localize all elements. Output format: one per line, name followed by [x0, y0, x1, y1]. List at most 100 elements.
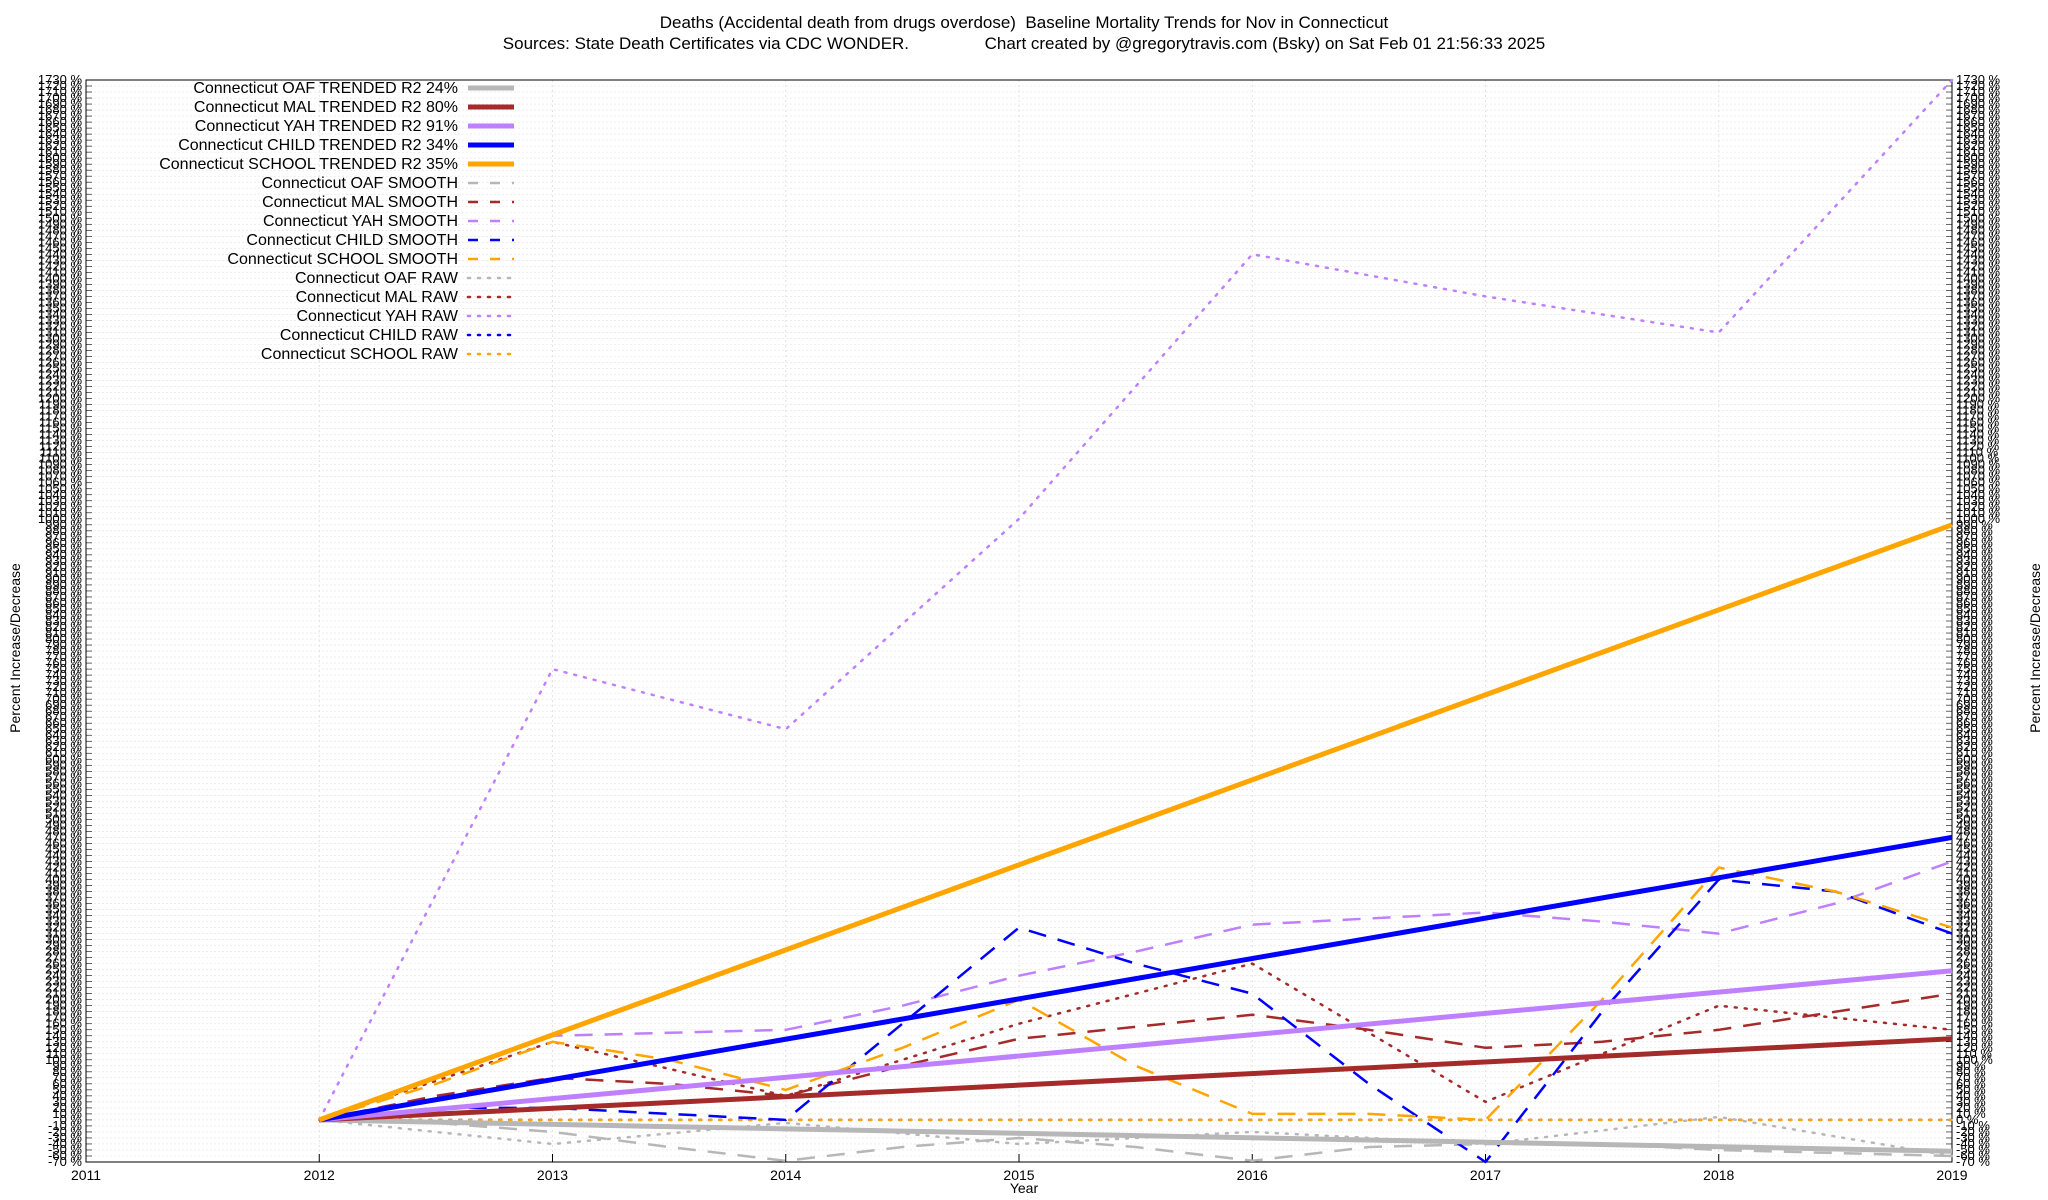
y-tick-label: 1230 %: [38, 373, 83, 388]
y-tick-label: 1380 %: [38, 282, 83, 297]
y-tick-label: 710 %: [1956, 685, 1993, 700]
y-tick-label: 200 %: [45, 992, 82, 1007]
series-line-school-trended: [318, 522, 1953, 1123]
y-tick-label: 320 %: [1956, 920, 1993, 935]
y-tick-label: 930 %: [45, 553, 82, 568]
y-tick-label: 1140 %: [1956, 427, 2000, 442]
y-tick-label: 50 %: [1956, 1082, 1986, 1097]
y-tick-label: -20 %: [1956, 1124, 1990, 1139]
y-tick-label: 740 %: [45, 667, 82, 682]
y-tick-label: 620 %: [1956, 739, 1993, 754]
x-tick-label: 2013: [537, 1167, 568, 1183]
y-tick-label: 1050 %: [38, 481, 83, 496]
y-tick-label: 1550 %: [1956, 180, 2001, 195]
y-tick-label: 750 %: [45, 661, 82, 676]
y-tick-label: 1150 %: [39, 421, 83, 436]
y-tick-label: 1720 %: [1956, 78, 2001, 93]
y-tick-label: 40 %: [52, 1088, 82, 1103]
legend-label: Connecticut SCHOOL RAW: [261, 346, 459, 363]
y-tick-label: 0 %: [1956, 1112, 1979, 1127]
y-tick-label: 350 %: [45, 902, 82, 917]
y-tick-label: 1290 %: [38, 336, 83, 351]
x-tick-label: 2016: [1237, 1167, 1268, 1183]
y-tick-label: 1200 %: [38, 391, 83, 406]
y-tick-label: 1500 %: [1956, 210, 2001, 225]
legend-label: Connecticut CHILD SMOOTH: [246, 232, 458, 249]
y-tick-label: 390 %: [1956, 877, 1993, 892]
y-tick-label: 1590 %: [1956, 156, 2001, 171]
y-tick-label: 1470 %: [38, 228, 83, 243]
y-tick-label: 190 %: [1956, 998, 1993, 1013]
y-tick-label: 1530 %: [1956, 192, 2001, 207]
y-tick-label: 200 %: [1956, 992, 1993, 1007]
y-tick-label: 940 %: [45, 547, 82, 562]
y-tick-label: 1400 %: [1956, 270, 2001, 285]
y-tick-label: 860 %: [1956, 595, 1993, 610]
y-tick-label: 960 %: [45, 535, 82, 550]
y-tick-label: 70 %: [52, 1070, 82, 1085]
y-tick-label: 620 %: [45, 739, 82, 754]
y-tick-label: 1090 %: [1956, 457, 2001, 472]
y-tick-label: 660 %: [1956, 715, 1993, 730]
y-tick-label: 1650 %: [1956, 120, 2001, 135]
y-tick-label: 1100 %: [1956, 451, 2000, 466]
y-tick-label: -40 %: [1956, 1136, 1990, 1151]
y-tick-label: 360 %: [1956, 896, 1993, 911]
series-line-mal-raw: [318, 962, 1954, 1122]
y-tick-label: 100 %: [45, 1052, 82, 1067]
x-tick-label: 2011: [71, 1167, 101, 1183]
y-tick-label: 460 %: [1956, 835, 1993, 850]
x-tick-label: 2012: [304, 1167, 335, 1183]
y-tick-label: 50 %: [52, 1082, 82, 1097]
y-tick-label: 690 %: [45, 697, 82, 712]
y-tick-label: 80 %: [52, 1064, 82, 1079]
y-tick-label: 120 %: [1956, 1040, 1993, 1055]
y-tick-label: 520 %: [45, 799, 82, 814]
y-tick-label: 860 %: [45, 595, 82, 610]
y-tick-label: -50 %: [1956, 1142, 1990, 1157]
y-tick-label: 0 %: [60, 1112, 83, 1127]
y-tick-label: 850 %: [45, 601, 82, 616]
y-tick-label: 1180 %: [39, 403, 83, 418]
y-tick-label: 80 %: [1956, 1064, 1986, 1079]
y-tick-label: 300 %: [45, 932, 82, 947]
y-tick-label: 810 %: [1956, 625, 1993, 640]
y-tick-label: 310 %: [45, 926, 82, 941]
y-tick-label: 670 %: [1956, 709, 1993, 724]
y-tick-label: 430 %: [45, 853, 82, 868]
y-tick-label: 640 %: [1956, 727, 1993, 742]
y-tick-label: 190 %: [45, 998, 82, 1013]
y-tick-label: 10 %: [1956, 1106, 1986, 1121]
y-tick-label: 1230 %: [1956, 373, 2001, 388]
y-tick-label: 1170 %: [1956, 409, 2000, 424]
y-tick-label: 490 %: [45, 817, 82, 832]
y-tick-label: 1100 %: [39, 451, 83, 466]
y-tick-label: 1250 %: [38, 361, 83, 376]
y-tick-label: 320 %: [45, 920, 82, 935]
y-tick-label: 840 %: [45, 607, 82, 622]
y-tick-label: 250 %: [1956, 962, 1993, 977]
y-tick-label: 1060 %: [1956, 475, 2001, 490]
y-tick-label: 640 %: [45, 727, 82, 742]
y-tick-label: 230 %: [45, 974, 82, 989]
y-tick-label: 920 %: [45, 559, 82, 574]
y-tick-label: 700 %: [45, 691, 82, 706]
y-tick-label: 1570 %: [1956, 168, 2001, 183]
y-tick-label: 990 %: [45, 517, 82, 532]
y-tick-label: 1720 %: [38, 78, 83, 93]
y-tick-label: 1660 %: [38, 114, 83, 129]
y-tick-label: 750 %: [1956, 661, 1993, 676]
y-tick-label: 1640 %: [38, 126, 83, 141]
x-tick-label: 2017: [1470, 1167, 1501, 1183]
y-tick-label: 810 %: [45, 625, 82, 640]
y-tick-label: 720 %: [45, 679, 82, 694]
y-tick-label: 1070 %: [1956, 469, 2001, 484]
y-tick-label: 1330 %: [1956, 312, 2001, 327]
y-tick-label: 970 %: [45, 529, 82, 544]
y-tick-label: 950 %: [1956, 541, 1993, 556]
y-tick-label: 610 %: [45, 745, 82, 760]
y-tick-label: 1730 %: [1956, 72, 2001, 87]
y-tick-label: 1190 %: [39, 397, 83, 412]
y-tick-label: 1320 %: [38, 318, 83, 333]
